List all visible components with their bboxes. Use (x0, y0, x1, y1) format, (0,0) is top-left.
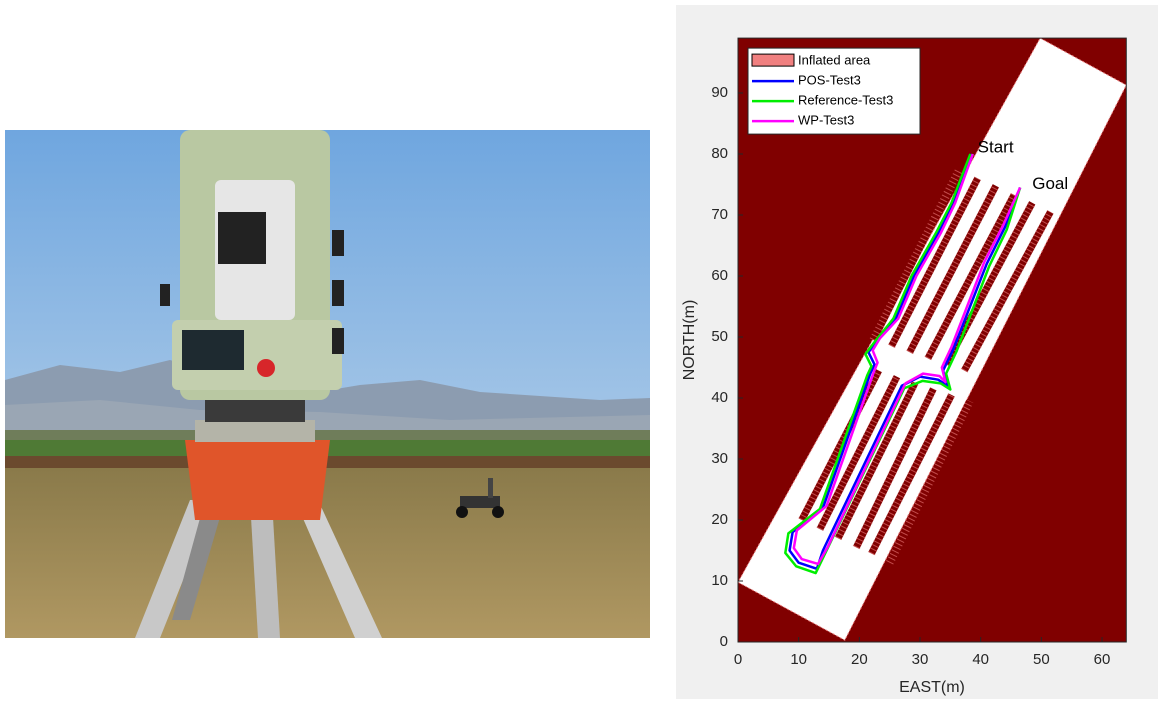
x-tick-label: 50 (1033, 651, 1050, 668)
y-tick-label: 50 (711, 328, 728, 345)
plot: Start Goal 0 10 20 30 40 50 60 0 10 20 30 40 50 60 70 80 9… (711, 38, 1126, 668)
x-tick-label: 30 (912, 651, 929, 668)
legend-label: POS-Test3 (798, 73, 861, 88)
x-tick-label: 40 (972, 651, 989, 668)
x-tick-label: 10 (790, 651, 807, 668)
page: {"chart_data": { "type": "map-plot", "xl… (0, 0, 1158, 704)
y-tick-label: 30 (711, 450, 728, 467)
x-tick-label: 0 (734, 651, 742, 668)
y-axis-label: NORTH(m) (681, 300, 698, 381)
y-tick-label: 90 (711, 84, 728, 101)
legend-label: Reference-Test3 (798, 93, 893, 108)
x-tick-label: 20 (851, 651, 868, 668)
annotation: Start (978, 137, 1014, 156)
x-axis-label: EAST(m) (899, 679, 965, 696)
y-tick-label: 60 (711, 267, 728, 284)
legend-label: Inflated area (798, 53, 871, 68)
y-tick-label: 70 (711, 206, 728, 223)
annotation: Goal (1032, 174, 1068, 193)
y-tick-label: 20 (711, 511, 728, 528)
x-tick-label: 60 (1094, 651, 1111, 668)
y-tick-label: 0 (720, 633, 728, 650)
legend: Inflated area POS-Test3 Reference-Test3 WP-… (748, 48, 920, 134)
photo (5, 130, 650, 638)
y-tick-label: 80 (711, 145, 728, 162)
legend-swatch (752, 54, 794, 66)
figure: Start Goal 0 10 20 30 40 50 60 0 10 20 30 40 50 60 70 80 9… (0, 0, 1158, 699)
legend-label: WP-Test3 (798, 113, 854, 128)
y-tick-label: 40 (711, 389, 728, 406)
y-tick-label: 10 (711, 572, 728, 589)
